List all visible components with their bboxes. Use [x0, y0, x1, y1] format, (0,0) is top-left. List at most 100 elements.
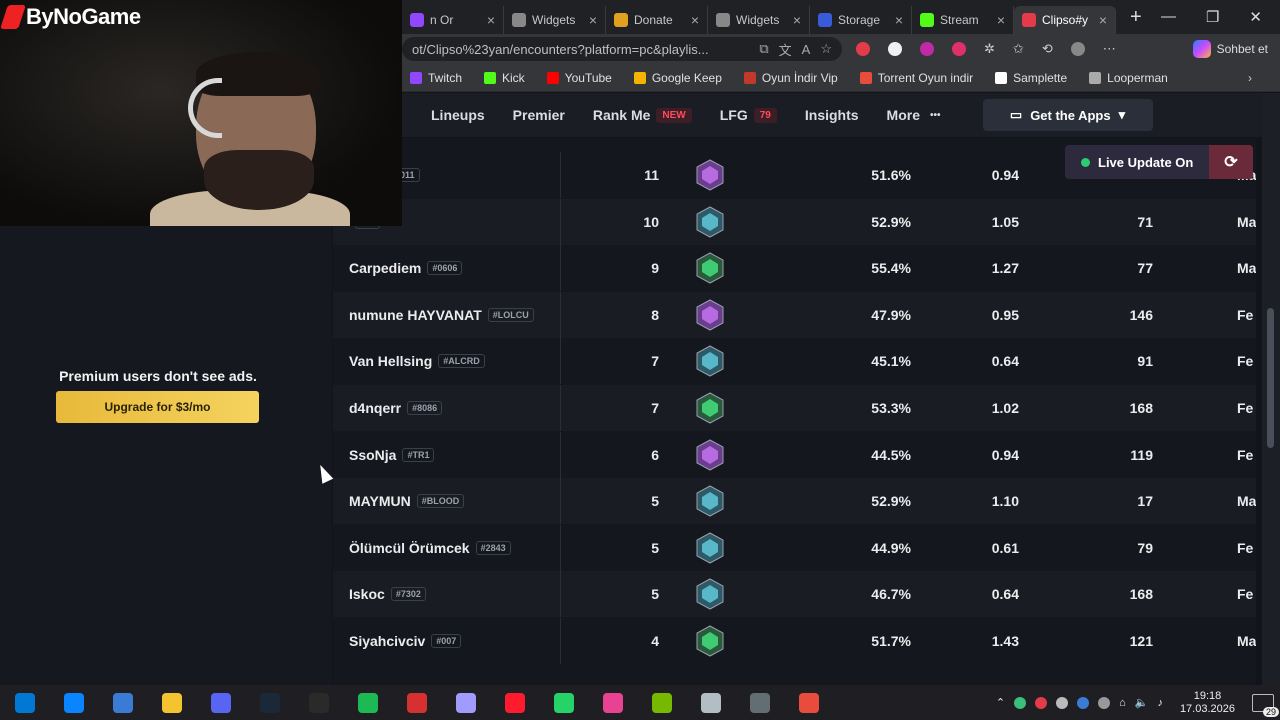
bookmarks-more-icon[interactable]: ›: [1248, 70, 1252, 85]
profile-avatar[interactable]: [1070, 42, 1085, 56]
nav-more[interactable]: More •••: [887, 107, 941, 123]
player-name[interactable]: Ölümcül Örümcek #2843: [349, 540, 511, 556]
volume-icon[interactable]: 🔈: [1134, 697, 1149, 709]
favorite-star-icon[interactable]: ☆: [820, 41, 832, 56]
taskbar-app-swirl-icon[interactable]: [588, 685, 637, 720]
taskbar-app-b-icon[interactable]: [784, 685, 833, 720]
player-name[interactable]: Siyahcivciv #007: [349, 633, 462, 649]
minimize-icon[interactable]: —: [1160, 8, 1176, 25]
player-name[interactable]: MAYMUN #BLOOD: [349, 493, 465, 509]
tab-close-icon[interactable]: ×: [690, 11, 699, 28]
tab-close-icon[interactable]: ×: [792, 11, 801, 28]
get-apps-button[interactable]: ▭ Get the Apps ▾: [982, 99, 1153, 131]
browser-tab[interactable]: Stream ×: [912, 5, 1014, 34]
player-name[interactable]: SsoNja #TR1: [349, 447, 435, 463]
upgrade-button[interactable]: Upgrade for $3/mo: [56, 391, 259, 423]
browser-tab[interactable]: Clipso#y ×: [1014, 5, 1116, 34]
taskbar-epic-icon[interactable]: [294, 685, 343, 720]
nav-rank-me[interactable]: Rank Me NEW: [593, 107, 692, 123]
bookmark-item[interactable]: Twitch: [410, 71, 462, 85]
taskbar-store-icon[interactable]: [98, 685, 147, 720]
steam-tray-icon[interactable]: [1098, 696, 1111, 709]
tab-close-icon[interactable]: ×: [486, 11, 495, 28]
close-icon[interactable]: ✕: [1249, 9, 1262, 26]
nav-insights[interactable]: Insights: [804, 107, 859, 123]
table-row[interactable]: Van Hellsing #ALCRD 7 45.1% 0.64 91 Fe: [333, 338, 1256, 385]
page-scrollbar[interactable]: [1262, 93, 1280, 685]
bookmark-item[interactable]: Samplette: [995, 71, 1067, 85]
new-tab-button[interactable]: +: [1130, 5, 1142, 28]
tab-close-icon[interactable]: ×: [894, 11, 903, 28]
table-row[interactable]: Carpediem #0606 9 55.4% 1.27 77 Ma: [333, 245, 1256, 292]
browser-tab[interactable]: n Or ×: [402, 5, 504, 34]
nav-lfg[interactable]: LFG 79: [720, 107, 777, 123]
copilot-chat-button[interactable]: Sohbet et: [1192, 40, 1268, 58]
browser-tab[interactable]: Widgets ×: [504, 5, 606, 34]
table-row[interactable]: SsoNja #TR1 6 44.5% 0.94 119 Fe: [333, 431, 1256, 478]
bookmark-item[interactable]: YouTube: [546, 71, 612, 85]
tray-app-icon[interactable]: [1056, 696, 1069, 709]
player-name[interactable]: d4nqerr #8086: [349, 400, 443, 416]
table-row[interactable]: Iskoc #7302 5 46.7% 0.64 168 Fe: [333, 571, 1256, 618]
table-row[interactable]: numune HAYVANAT #LOLCU 8 47.9% 0.95 146 Fe: [333, 291, 1256, 338]
player-name[interactable]: Iskoc #7302: [349, 586, 426, 602]
browser-tab[interactable]: Donate ×: [606, 5, 708, 34]
browser-tab[interactable]: Widgets ×: [708, 5, 810, 34]
extension-icon[interactable]: [920, 42, 934, 56]
taskbar-spotify-icon[interactable]: [343, 685, 392, 720]
clock[interactable]: 19:18 17.03.2026: [1180, 690, 1235, 716]
translate-icon[interactable]: 文: [778, 42, 792, 58]
bookmark-item[interactable]: Torrent Oyun indir: [859, 71, 973, 85]
tab-close-icon[interactable]: ×: [588, 11, 597, 28]
network-icon[interactable]: ⌂: [1119, 696, 1126, 709]
taskbar-nvidia-icon[interactable]: [637, 685, 686, 720]
bluetooth-icon[interactable]: [1077, 696, 1090, 709]
notification-icon[interactable]: 29: [1252, 693, 1279, 717]
taskbar-whatsapp-icon[interactable]: [539, 685, 588, 720]
player-name[interactable]: Carpediem #0606: [349, 260, 463, 276]
url-field[interactable]: ot/Clipso%23yan/encounters?platform=pc&p…: [402, 37, 842, 61]
extension-icon[interactable]: [856, 42, 870, 56]
taskbar-opera-icon[interactable]: [490, 685, 539, 720]
history-icon[interactable]: ⟲: [1041, 41, 1053, 56]
tray-app-icon[interactable]: [1014, 696, 1027, 709]
read-aloud-icon[interactable]: A: [801, 41, 811, 57]
taskbar-edge-icon[interactable]: [49, 685, 98, 720]
tab-close-icon[interactable]: ×: [1098, 11, 1107, 28]
tray-chevron-icon[interactable]: ⌃: [995, 697, 1006, 709]
refresh-icon[interactable]: ⟳: [1209, 145, 1253, 179]
scrollbar-thumb[interactable]: [1267, 308, 1274, 448]
taskbar-windows-start-icon[interactable]: [0, 685, 49, 720]
menu-dots-icon[interactable]: ⋯: [1102, 41, 1116, 56]
table-row[interactable]: Ölümcül Örümcek #2843 5 44.9% 0.61 79 Fe: [333, 524, 1256, 571]
taskbar-files-icon[interactable]: [147, 685, 196, 720]
nav-lineups[interactable]: Lineups: [431, 107, 485, 123]
extension-icon[interactable]: [888, 42, 902, 56]
taskbar-app-grid-icon[interactable]: [686, 685, 735, 720]
extension-icon[interactable]: [952, 42, 966, 56]
bookmark-item[interactable]: Looperman: [1089, 71, 1168, 85]
microphone-icon[interactable]: ♪: [1157, 696, 1163, 709]
taskbar-steam-icon[interactable]: [245, 685, 294, 720]
table-row[interactable]: d4nqerr #8086 7 53.3% 1.02 168 Fe: [333, 385, 1256, 431]
favorites-icon[interactable]: ✩: [1012, 41, 1024, 56]
maximize-icon[interactable]: ❐: [1205, 9, 1220, 26]
bookmark-item[interactable]: Google Keep: [633, 71, 722, 85]
player-name[interactable]: Van Hellsing #ALCRD: [349, 353, 485, 369]
browser-tab[interactable]: Storage ×: [810, 5, 912, 34]
taskbar-app-cloud-icon[interactable]: [441, 685, 490, 720]
nav-premier[interactable]: Premier: [512, 107, 565, 123]
table-row[interactable]: MAYMUN #BLOOD 5 52.9% 1.10 17 Ma: [333, 478, 1256, 525]
tab-close-icon[interactable]: ×: [996, 11, 1005, 28]
puzzle-icon[interactable]: ✲: [984, 41, 995, 56]
taskbar-app-red-icon[interactable]: [392, 685, 441, 720]
taskbar-app-box-icon[interactable]: [735, 685, 784, 720]
table-row[interactable]: Siyahcivciv #007 4 51.7% 1.43 121 Ma: [333, 618, 1256, 664]
taskbar-discord-icon[interactable]: [196, 685, 245, 720]
live-update-toggle[interactable]: Live Update On ⟳: [1065, 145, 1253, 179]
bookmark-item[interactable]: Oyun İndir Vip: [743, 71, 838, 85]
share-icon[interactable]: ⧉: [759, 41, 769, 56]
player-name[interactable]: numune HAYVANAT #LOLCU: [349, 307, 534, 323]
tray-app-icon[interactable]: [1035, 696, 1048, 709]
